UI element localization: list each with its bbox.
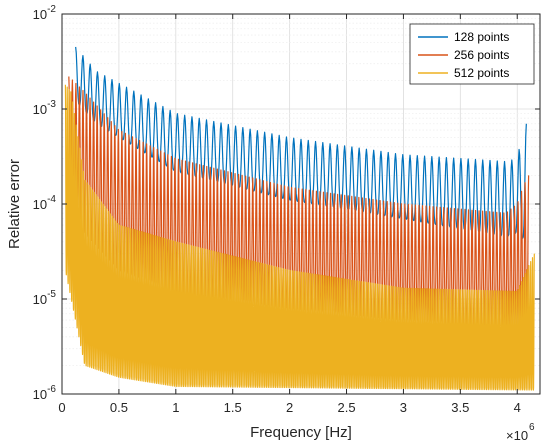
x-tick-label: 0 <box>58 400 65 415</box>
y-tick-label: 10-5 <box>33 289 57 307</box>
series-lines <box>64 46 535 391</box>
x-tick-label: 4 <box>514 400 521 415</box>
legend-label-1: 128 points <box>454 30 509 44</box>
y-axis-ticks: 10-6 10-5 10-4 10-3 10-2 <box>33 4 540 402</box>
y-tick-label: 10-3 <box>33 99 57 117</box>
legend: 128 points 256 points 512 points <box>409 23 535 85</box>
x-tick-label: 1.5 <box>224 400 242 415</box>
y-tick-label: 10-2 <box>33 4 57 22</box>
y-tick-label: 10-4 <box>33 194 57 212</box>
x-multiplier-exponent: 6 <box>529 422 535 433</box>
legend-box <box>409 23 535 85</box>
x-tick-label: 0.5 <box>110 400 128 415</box>
x-axis-ticks: 0 0.5 1 1.5 2 2.5 3 3.5 4 <box>58 14 521 415</box>
x-tick-label: 3 <box>400 400 407 415</box>
x-multiplier-base: ×10 <box>506 428 528 443</box>
x-tick-label: 3.5 <box>451 400 469 415</box>
legend-label-2: 256 points <box>454 48 509 62</box>
x-axis-multiplier: ×10 6 <box>506 422 535 443</box>
x-tick-label: 2 <box>286 400 293 415</box>
series-line-3 <box>64 84 535 391</box>
x-tick-label: 2.5 <box>337 400 355 415</box>
x-axis-title: Frequency [Hz] <box>250 424 352 441</box>
y-axis-title: Relative error <box>6 159 23 249</box>
plot-area <box>64 46 535 391</box>
y-tick-label: 10-6 <box>33 384 57 402</box>
x-tick-label: 1 <box>172 400 179 415</box>
legend-label-3: 512 points <box>454 66 509 80</box>
